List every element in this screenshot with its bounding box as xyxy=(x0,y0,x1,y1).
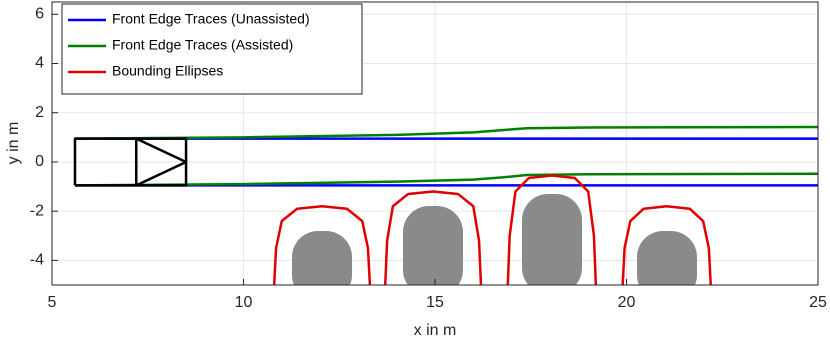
car xyxy=(637,231,697,285)
x-tick-label: 25 xyxy=(809,294,827,311)
x-axis-label: x in m xyxy=(414,322,457,339)
parked-cars xyxy=(292,194,697,285)
legend-box xyxy=(61,3,363,95)
y-tick-label: 4 xyxy=(35,55,44,72)
legend-label: Front Edge Traces (Unassisted) xyxy=(112,11,310,27)
ticks: 5 10 15 20 25 -4 -2 0 2 4 6 xyxy=(30,6,827,312)
y-tick-label: 2 xyxy=(35,104,44,121)
y-tick-label: -2 xyxy=(30,202,44,219)
series-line xyxy=(73,137,188,187)
series-line xyxy=(74,125,818,187)
car xyxy=(522,194,582,285)
y-tick-label: 0 xyxy=(35,153,44,170)
y-tick-label: -4 xyxy=(30,252,44,269)
y-axis-label: y in m xyxy=(5,122,22,165)
series-line xyxy=(272,174,713,285)
x-tick-label: 5 xyxy=(48,294,57,311)
y-tick-label: 6 xyxy=(35,6,44,23)
legend-label: Bounding Ellipses xyxy=(112,63,223,79)
legend-label: Front Edge Traces (Assisted) xyxy=(112,37,293,53)
legend: Front Edge Traces (Unassisted) Front Edge… xyxy=(61,3,363,95)
x-tick-label: 15 xyxy=(426,294,444,311)
car xyxy=(403,206,463,285)
car xyxy=(292,231,352,285)
series-lines xyxy=(73,125,818,285)
x-tick-label: 20 xyxy=(618,294,636,311)
x-tick-label: 10 xyxy=(235,294,253,311)
